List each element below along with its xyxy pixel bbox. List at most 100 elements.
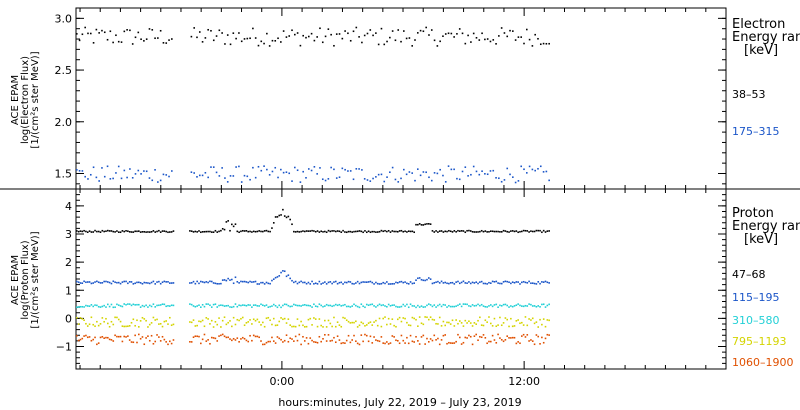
proton-data-point <box>89 305 91 307</box>
electron-data-point <box>79 40 81 42</box>
proton-data-point <box>257 231 259 233</box>
proton-data-point <box>299 334 301 336</box>
electron-data-point <box>392 167 394 169</box>
proton-data-point <box>313 283 315 285</box>
proton-data-point <box>342 342 344 344</box>
proton-data-point <box>526 230 528 232</box>
proton-data-point <box>537 326 539 328</box>
proton-data-point <box>452 231 454 233</box>
electron-data-point <box>291 180 293 182</box>
proton-data-point <box>474 322 476 324</box>
proton-data-point <box>335 341 337 343</box>
proton-data-point <box>536 306 538 308</box>
proton-data-point <box>537 281 539 283</box>
proton-data-point <box>355 231 357 233</box>
proton-data-point <box>370 304 372 306</box>
proton-data-point <box>267 317 269 319</box>
proton-data-point <box>118 231 120 233</box>
proton-data-point <box>125 336 127 338</box>
proton-data-point <box>505 339 507 341</box>
electron-data-point <box>330 167 332 169</box>
proton-data-point <box>129 231 131 233</box>
electron-data-point <box>135 173 137 175</box>
proton-data-point <box>198 336 200 338</box>
proton-data-point <box>454 342 456 344</box>
proton-data-point <box>189 303 191 305</box>
proton-data-point <box>100 337 102 339</box>
proton-data-point <box>375 282 377 284</box>
proton-data-point <box>145 320 147 322</box>
proton-data-point <box>102 306 104 308</box>
proton-data-point <box>267 283 269 285</box>
proton-data-point <box>133 304 135 306</box>
proton-data-point <box>85 323 87 325</box>
proton-data-point <box>258 230 260 232</box>
proton-data-point <box>413 318 415 320</box>
proton-data-point <box>302 304 304 306</box>
proton-data-point <box>211 320 213 322</box>
electron-data-point <box>168 39 170 41</box>
proton-data-point <box>355 305 357 307</box>
electron-data-point <box>453 36 455 38</box>
proton-data-point <box>260 340 262 342</box>
proton-data-point <box>156 281 158 283</box>
proton-data-point <box>204 334 206 336</box>
proton-data-point <box>359 324 361 326</box>
proton-data-point <box>499 231 501 233</box>
proton-data-point <box>233 338 235 340</box>
proton-data-point <box>200 321 202 323</box>
proton-data-point <box>288 216 290 218</box>
proton-data-point <box>173 324 175 326</box>
proton-data-point <box>437 338 439 340</box>
proton-data-point <box>269 319 271 321</box>
proton-data-point <box>421 336 423 338</box>
proton-data-point <box>423 324 425 326</box>
electron-data-point <box>149 177 151 179</box>
proton-data-point <box>264 326 266 328</box>
proton-data-point <box>100 323 102 325</box>
electron-data-point <box>238 166 240 168</box>
proton-data-point <box>202 281 204 283</box>
proton-data-point <box>193 281 195 283</box>
proton-data-point <box>169 282 171 284</box>
proton-data-point <box>111 304 113 306</box>
proton-data-point <box>288 341 290 343</box>
proton-data-point <box>371 282 373 284</box>
proton-data-point <box>317 326 319 328</box>
proton-data-point <box>103 321 105 323</box>
proton-data-point <box>519 283 521 285</box>
proton-data-point <box>474 282 476 284</box>
proton-data-point <box>446 343 448 345</box>
proton-data-point <box>506 281 508 283</box>
electron-data-point <box>537 168 539 170</box>
proton-data-point <box>516 343 518 345</box>
proton-data-point <box>335 231 337 233</box>
proton-data-point <box>426 305 428 307</box>
electron-data-point <box>428 176 430 178</box>
proton-data-point <box>133 231 135 233</box>
proton-data-point <box>125 281 127 283</box>
proton-data-point <box>495 304 497 306</box>
proton-data-point <box>196 305 198 307</box>
proton-data-point <box>120 321 122 323</box>
proton-data-point <box>379 340 381 342</box>
proton-data-point <box>156 305 158 307</box>
proton-data-point <box>390 323 392 325</box>
proton-data-point <box>103 337 105 339</box>
proton-data-point <box>131 322 133 324</box>
proton-data-point <box>371 231 373 233</box>
proton-data-point <box>444 304 446 306</box>
proton-data-point <box>229 230 231 232</box>
proton-data-point <box>204 282 206 284</box>
proton-data-point <box>123 281 125 283</box>
proton-data-point <box>151 282 153 284</box>
proton-data-point <box>525 230 527 232</box>
proton-data-point <box>371 342 373 344</box>
proton-data-point <box>368 281 370 283</box>
proton-data-point <box>114 317 116 319</box>
proton-data-point <box>251 231 253 233</box>
proton-data-point <box>240 281 242 283</box>
proton-data-point <box>291 305 293 307</box>
electron-data-point <box>98 180 100 182</box>
electron-data-point <box>506 36 508 38</box>
